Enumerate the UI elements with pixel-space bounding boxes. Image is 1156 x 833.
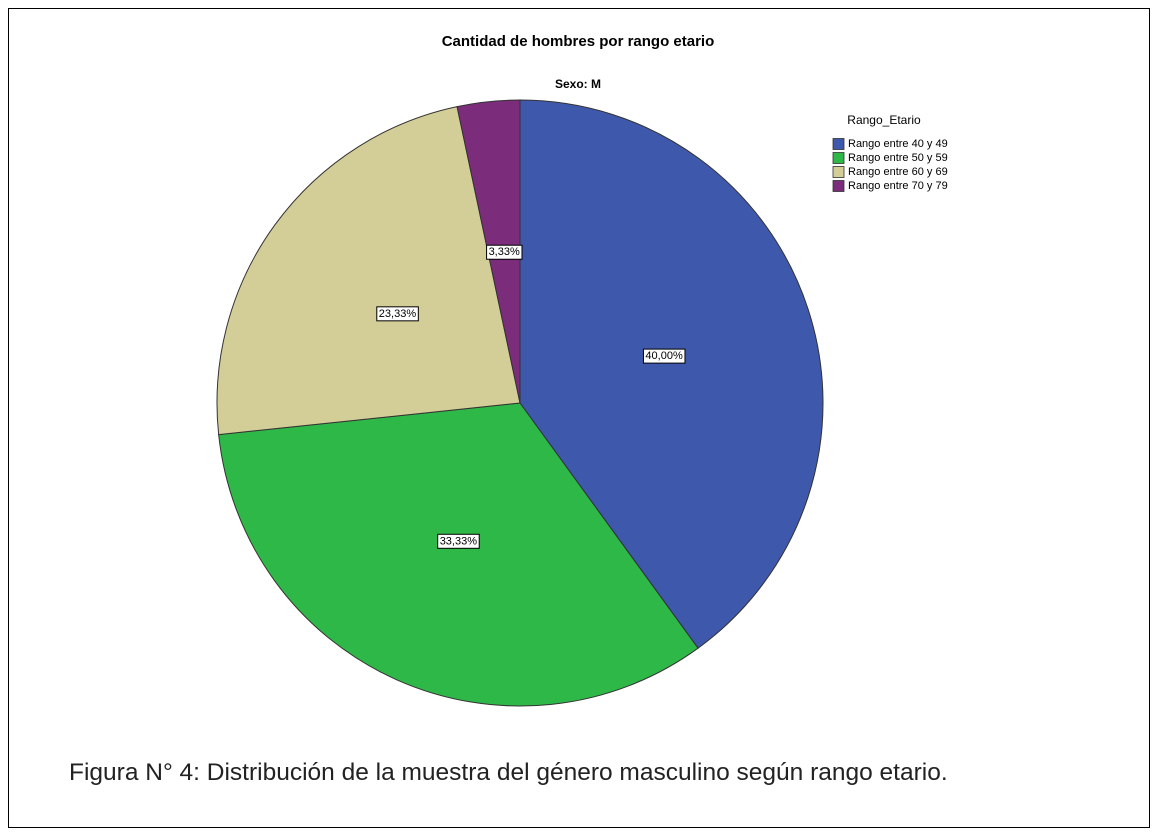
legend-swatch — [832, 180, 845, 192]
legend-label: Rango entre 50 y 59 — [848, 152, 948, 164]
value-label-box — [486, 244, 523, 260]
legend-swatch — [832, 166, 845, 178]
legend-swatch — [832, 152, 845, 164]
value-label-box — [376, 306, 419, 322]
legend-label: Rango entre 40 y 49 — [848, 138, 948, 150]
legend-title: Rango_Etario — [847, 113, 921, 127]
value-label: 23,33% — [379, 308, 417, 320]
pie-slice — [218, 402, 699, 707]
value-label-box — [642, 348, 686, 364]
frame — [8, 8, 1150, 828]
chart-subtitle: Sexo: M — [555, 77, 601, 91]
value-label: 3,33% — [489, 246, 520, 258]
legend-swatch — [832, 138, 845, 150]
pie-slice — [519, 99, 824, 649]
caption: Figura N° 4: Distribución de la muestra … — [69, 759, 948, 786]
value-label-box — [437, 533, 480, 549]
legend-label: Rango entre 60 y 69 — [848, 166, 948, 178]
value-label: 33,33% — [440, 535, 478, 547]
chart-title: Cantidad de hombres por rango etario — [442, 33, 715, 50]
pie-slice — [216, 106, 521, 436]
legend-label: Rango entre 70 y 79 — [848, 180, 948, 192]
value-label: 40,00% — [645, 350, 683, 362]
